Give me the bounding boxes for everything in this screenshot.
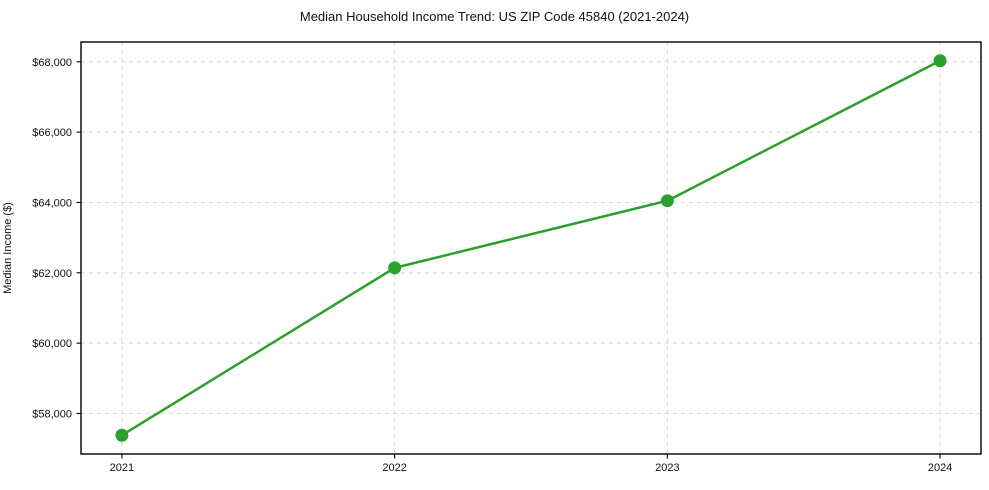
plot-border: [80, 41, 982, 455]
data-point-2021: [115, 428, 129, 442]
y-tick-label: $66,000: [32, 127, 72, 139]
y-axis-label: Median Income ($): [2, 202, 14, 294]
data-point-2023: [660, 194, 674, 208]
y-tick-label: $68,000: [32, 57, 72, 69]
y-tick-label: $60,000: [32, 338, 72, 350]
x-tick-label: 2022: [382, 462, 406, 474]
x-tick-label: 2023: [655, 462, 679, 474]
x-tick-label: 2021: [110, 462, 134, 474]
y-tick-label: $64,000: [32, 197, 72, 209]
data-point-2022: [388, 261, 402, 275]
data-point-2024: [933, 54, 947, 68]
y-tick-label: $62,000: [32, 268, 72, 280]
plot-area: $58,000 $60,000 $62,000 $64,000 $66,000 $68,0…: [32, 41, 982, 474]
y-tick-label: $58,000: [32, 408, 72, 420]
plot-canvas: $58,000 $60,000 $62,000 $64,000 $66,000 $68,0…: [32, 41, 982, 474]
chart-title: Median Household Income Trend: US ZIP Co…: [299, 9, 690, 24]
trend-line: [120, 59, 942, 437]
x-tick-label: 2024: [928, 462, 952, 474]
